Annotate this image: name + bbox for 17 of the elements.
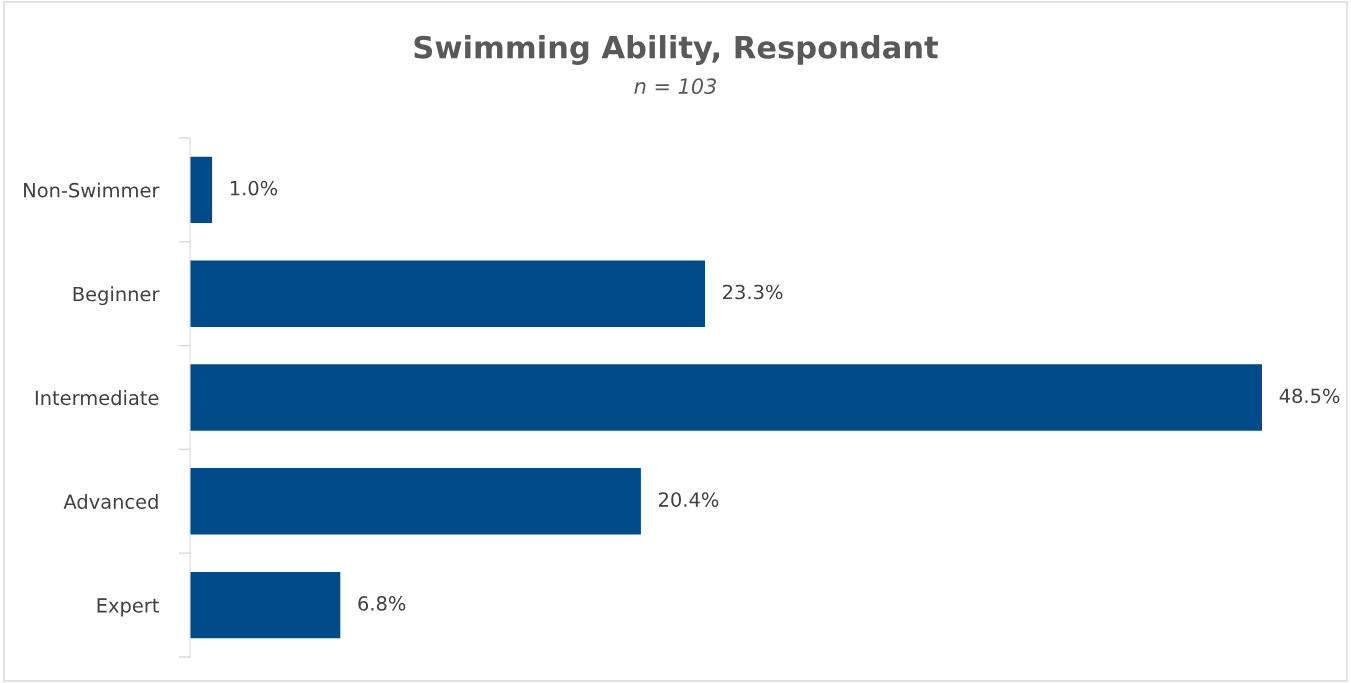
data-label: 1.0% <box>230 180 278 196</box>
data-label: 48.5% <box>1279 388 1340 404</box>
y-tick-label: Expert <box>97 598 159 617</box>
data-label: 23.3% <box>723 284 783 300</box>
y-tick-label: Beginner <box>73 286 160 306</box>
bar <box>190 156 213 224</box>
bar <box>190 468 641 535</box>
data-label: 20.4% <box>658 492 719 507</box>
y-tick-label: Intermediate <box>35 390 159 406</box>
bar <box>190 364 1262 431</box>
bar <box>190 260 705 327</box>
bar <box>190 571 341 639</box>
chart-title: Swimming Ability, Respondant <box>414 35 938 65</box>
y-tick-label: Non-Swimmer <box>24 182 160 198</box>
y-tick-label: Advanced <box>63 493 158 509</box>
data-label: 6.8% <box>358 596 406 611</box>
chart-subtitle: n = 103 <box>634 78 716 95</box>
